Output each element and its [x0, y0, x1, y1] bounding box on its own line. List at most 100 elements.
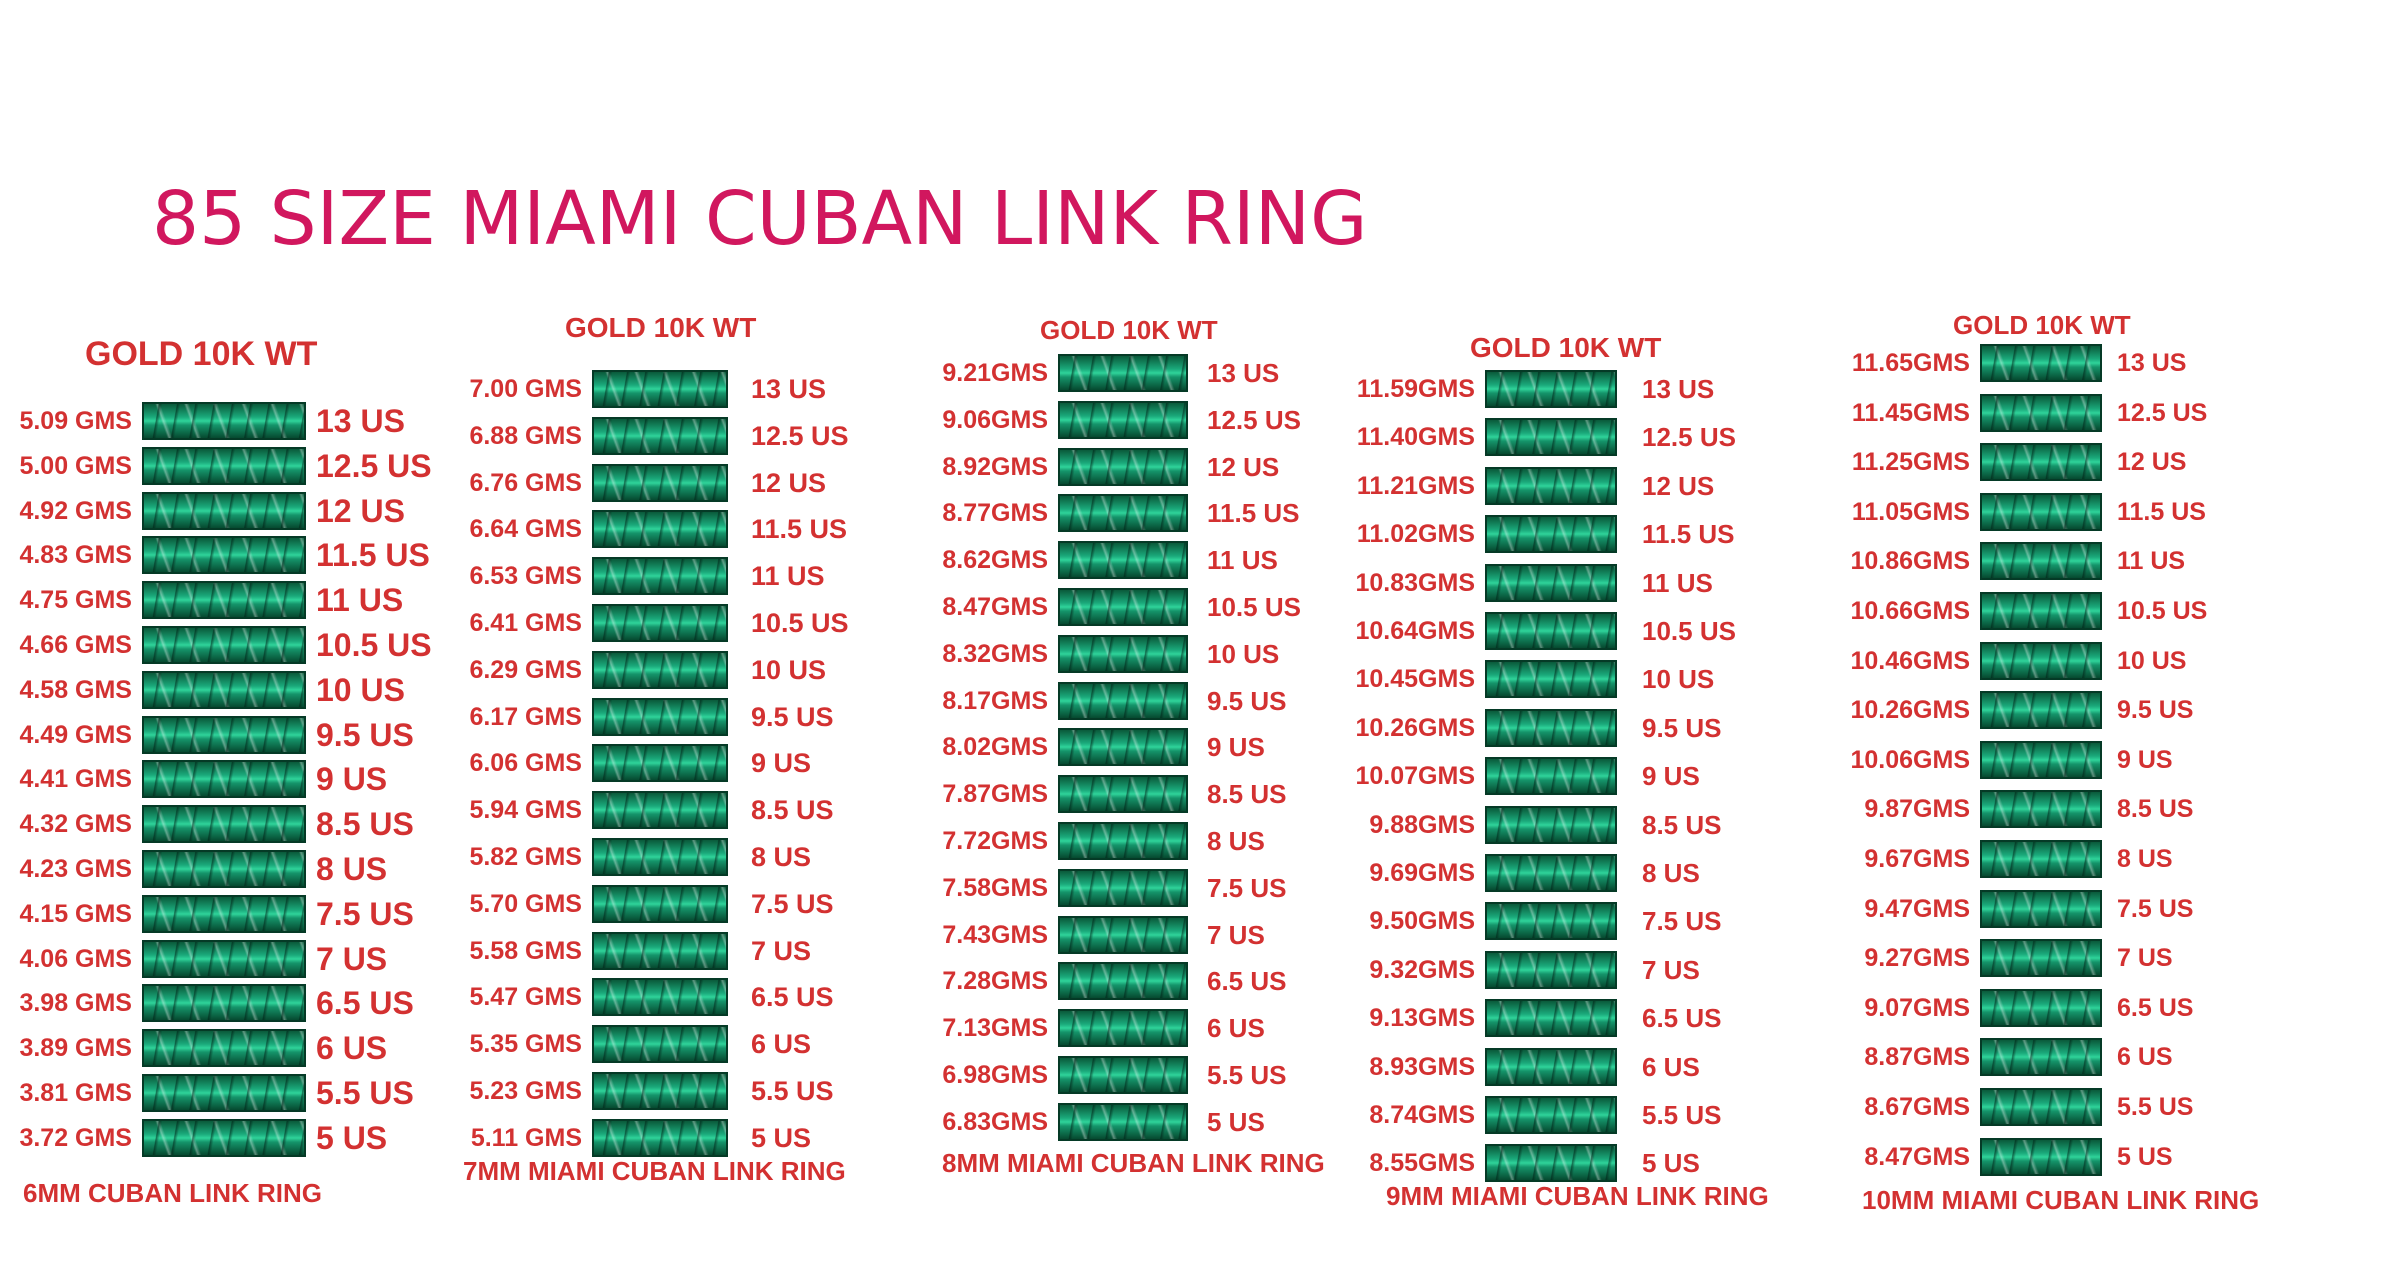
- ring-size: 9 US: [751, 748, 812, 778]
- weight-value: 4.23 GMS: [19, 855, 132, 883]
- ring-band-image: [1980, 1038, 2102, 1076]
- table-row: 4.23 GMS 8 US: [15, 846, 456, 892]
- ring-band-image: [1058, 962, 1188, 1000]
- ring-size: 13 US: [316, 403, 405, 439]
- ring-size: 10 US: [751, 655, 827, 685]
- ring-band-image: [1058, 1103, 1188, 1141]
- ring-band-image: [1485, 564, 1617, 602]
- weight-value: 9.13GMS: [1369, 1004, 1475, 1032]
- ring-size: 12.5 US: [1642, 422, 1736, 452]
- ring-band-image: [1980, 443, 2102, 481]
- table-row: 4.83 GMS 11.5 US: [15, 532, 456, 578]
- column-header: GOLD 10K WT: [1953, 310, 2131, 340]
- table-row: 6.53 GMS 11 US: [455, 553, 891, 599]
- weight-value: 7.43GMS: [942, 921, 1048, 949]
- ring-band-image: [1485, 951, 1617, 989]
- table-row: 8.47GMS 5 US: [1855, 1134, 2257, 1180]
- table-row: 4.92 GMS 12 US: [15, 488, 456, 534]
- ring-band-image: [592, 1119, 728, 1157]
- table-row: 4.32 GMS 8.5 US: [15, 801, 456, 847]
- ring-band-image: [1980, 344, 2102, 382]
- weight-value: 4.41 GMS: [19, 765, 132, 793]
- table-row: 11.45GMS 12.5 US: [1852, 390, 2257, 436]
- ring-size: 5 US: [1642, 1148, 1700, 1178]
- table-row: 4.75 GMS 11 US: [15, 577, 456, 623]
- weight-value: 10.26GMS: [1850, 696, 1970, 724]
- weight-value: 11.59GMS: [1356, 375, 1475, 403]
- weight-value: 4.32 GMS: [19, 810, 132, 838]
- ring-size: 12 US: [751, 468, 827, 498]
- ring-band-image: [1058, 916, 1188, 954]
- ring-size: 11 US: [1642, 568, 1713, 598]
- weight-value: 7.72GMS: [942, 827, 1048, 855]
- ring-band-image: [142, 492, 306, 530]
- ring-band-image: [1485, 709, 1617, 747]
- weight-value: 8.67GMS: [1864, 1093, 1970, 1121]
- ring-band-image: [142, 626, 306, 664]
- table-row: 7.00 GMS 13 US: [455, 366, 891, 412]
- table-row: 10.46GMS 10 US: [1850, 638, 2257, 684]
- table-row: 6.83GMS 5 US: [935, 1099, 1347, 1145]
- ring-size: 6 US: [1207, 1013, 1265, 1043]
- table-row: 6.98GMS 5.5 US: [935, 1052, 1347, 1098]
- weight-value: 11.05GMS: [1851, 498, 1970, 526]
- table-row: 7.13GMS 6 US: [935, 1005, 1347, 1051]
- ring-band-image: [1485, 1144, 1617, 1182]
- ring-band-image: [1485, 757, 1617, 795]
- ring-size: 12.5 US: [316, 448, 432, 484]
- ring-size: 8 US: [316, 851, 388, 887]
- ring-size: 5.5 US: [2117, 1093, 2194, 1121]
- weight-value: 5.23 GMS: [469, 1077, 582, 1105]
- ring-size: 11.5 US: [1642, 519, 1735, 549]
- table-row: 10.83GMS 11 US: [1355, 560, 1782, 606]
- weight-value: 6.83GMS: [942, 1108, 1048, 1136]
- weight-value: 8.62GMS: [942, 546, 1048, 574]
- ring-size: 7.5 US: [751, 889, 834, 919]
- table-row: 8.92GMS 12 US: [935, 444, 1347, 490]
- weight-value: 8.93GMS: [1369, 1053, 1475, 1081]
- weight-value: 6.29 GMS: [469, 656, 582, 684]
- ring-band-image: [1058, 635, 1188, 673]
- ring-size: 9.5 US: [316, 717, 414, 753]
- weight-value: 9.06GMS: [942, 406, 1048, 434]
- table-row: 6.06 GMS 9 US: [455, 740, 891, 786]
- weight-value: 11.21GMS: [1356, 472, 1475, 500]
- ring-band-image: [592, 604, 728, 642]
- table-row: 5.23 GMS 5.5 US: [455, 1068, 891, 1114]
- table-row: 11.21GMS 12 US: [1355, 463, 1782, 509]
- table-row: 9.27GMS 7 US: [1855, 935, 2257, 981]
- ring-size: 7.5 US: [1642, 906, 1722, 936]
- weight-value: 7.58GMS: [942, 874, 1048, 902]
- weight-value: 5.58 GMS: [469, 937, 582, 965]
- weight-value: 8.32GMS: [942, 640, 1048, 668]
- weight-value: 3.89 GMS: [19, 1034, 132, 1062]
- weight-value: 6.17 GMS: [469, 703, 582, 731]
- table-row: 3.89 GMS 6 US: [15, 1025, 456, 1071]
- weight-value: 8.87GMS: [1864, 1043, 1970, 1071]
- table-row: 4.49 GMS 9.5 US: [15, 712, 456, 758]
- table-row: 7.28GMS 6.5 US: [935, 958, 1347, 1004]
- weight-value: 8.55GMS: [1369, 1149, 1475, 1177]
- ring-size: 6 US: [316, 1030, 388, 1066]
- table-row: 8.32GMS 10 US: [935, 631, 1347, 677]
- weight-value: 10.45GMS: [1355, 665, 1475, 693]
- table-row: 9.47GMS 7.5 US: [1855, 886, 2257, 932]
- weight-value: 11.45GMS: [1851, 399, 1970, 427]
- ring-band-image: [1980, 1138, 2102, 1176]
- weight-value: 9.88GMS: [1369, 811, 1475, 839]
- weight-value: 10.07GMS: [1355, 762, 1475, 790]
- ring-band-image: [1058, 728, 1188, 766]
- ring-size: 7.5 US: [316, 896, 414, 932]
- ring-band-image: [1980, 840, 2102, 878]
- weight-value: 4.49 GMS: [19, 721, 132, 749]
- weight-value: 7.13GMS: [942, 1014, 1048, 1042]
- table-row: 8.74GMS 5.5 US: [1355, 1092, 1782, 1138]
- table-row: 8.77GMS 11.5 US: [935, 490, 1347, 536]
- table-row: 3.98 GMS 6.5 US: [15, 980, 456, 1026]
- ring-size: 12.5 US: [2117, 399, 2208, 427]
- ring-size: 12 US: [316, 493, 405, 529]
- weight-value: 7.00 GMS: [469, 375, 582, 403]
- weight-value: 8.92GMS: [942, 453, 1048, 481]
- page-title: 85 SIZE MIAMI CUBAN LINK RING: [152, 176, 1368, 262]
- weight-value: 7.28GMS: [942, 967, 1048, 995]
